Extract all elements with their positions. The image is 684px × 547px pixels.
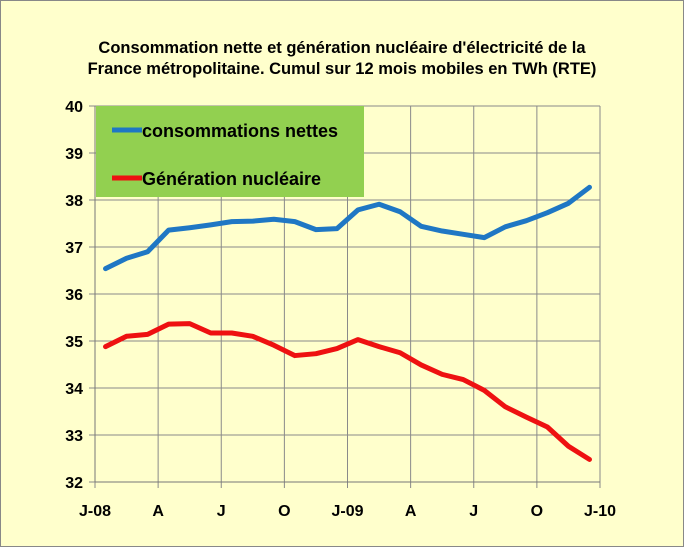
x-tick-label: J-09 [331, 503, 363, 520]
y-tick-label: 36 [65, 287, 83, 304]
x-tick-label: A [152, 503, 164, 520]
chart-title-line-1: Consommation nette et génération nucléai… [98, 39, 586, 57]
x-tick-label: A [405, 503, 417, 520]
y-tick-label: 38 [65, 193, 83, 210]
chart-title: Consommation nette et génération nucléai… [0, 38, 684, 80]
series-line-consommations [103, 184, 592, 272]
chart-title-line-2: France métropolitaine. Cumul sur 12 mois… [87, 60, 597, 78]
y-tick-label: 34 [65, 381, 83, 398]
x-tick-label: J [469, 503, 478, 520]
x-tick-label: J-10 [584, 503, 616, 520]
y-tick-label: 32 [65, 475, 83, 492]
series-line-nucleaire [103, 321, 592, 462]
legend-label: Génération nucléaire [142, 169, 321, 189]
legend-label: consommations nettes [142, 121, 338, 141]
y-tick-label: 35 [65, 334, 83, 351]
legend-box [96, 106, 364, 197]
y-tick-label: 37 [65, 240, 83, 257]
x-tick-label: J-08 [79, 503, 111, 520]
y-tick-label: 39 [65, 146, 83, 163]
x-tick-label: O [278, 503, 290, 520]
x-tick-label: J [217, 503, 226, 520]
y-tick-label: 40 [65, 99, 83, 116]
y-tick-label: 33 [65, 428, 83, 445]
x-tick-label: O [531, 503, 543, 520]
